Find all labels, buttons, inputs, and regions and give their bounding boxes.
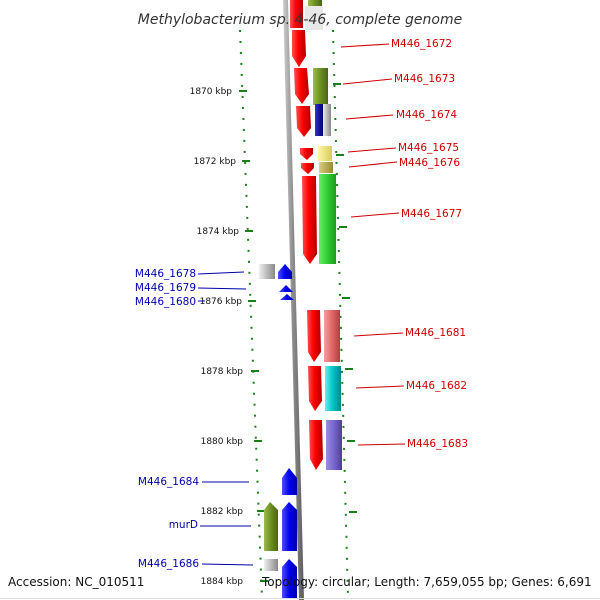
leader-line bbox=[340, 43, 390, 48]
gene-label-m446-1674[interactable]: M446_1674 bbox=[396, 109, 457, 121]
gene-label-m446-1682[interactable]: M446_1682 bbox=[406, 380, 467, 392]
forward-labels: M446_1672 M446_1673 M446_1674 M446_1675 … bbox=[391, 38, 468, 450]
leader-line bbox=[347, 147, 397, 153]
leader-line bbox=[353, 332, 404, 337]
cds-feature[interactable] bbox=[308, 366, 322, 411]
leader-line bbox=[342, 78, 393, 85]
forward-leaders bbox=[340, 43, 406, 446]
leader-line bbox=[345, 114, 394, 120]
leader-line bbox=[357, 443, 406, 446]
gene-feature-m446-1673[interactable] bbox=[313, 68, 328, 105]
scale-label: 1876 kbp bbox=[200, 297, 243, 307]
leader-line bbox=[197, 287, 247, 290]
gene-label-m446-1678[interactable]: M446_1678 bbox=[135, 268, 196, 280]
forward-cds-track bbox=[290, 0, 323, 470]
guide-track-outer-left bbox=[239, 29, 263, 599]
scale-label: 1884 kbp bbox=[201, 577, 244, 587]
gene-feature-m446-1686[interactable] bbox=[264, 559, 278, 571]
guide-tracks bbox=[239, 29, 349, 599]
gene-feature-m446-1681[interactable] bbox=[324, 310, 340, 362]
gene-label-m446-1686[interactable]: M446_1686 bbox=[138, 558, 199, 570]
accession-text: Accession: NC_010511 bbox=[8, 575, 144, 589]
gene-feature-m446-1676[interactable] bbox=[319, 162, 333, 173]
gene-feature-m446-1680[interactable] bbox=[280, 294, 294, 300]
cds-feature[interactable] bbox=[309, 420, 323, 470]
cds-feature[interactable] bbox=[294, 68, 309, 104]
gene-label-m446-1683[interactable]: M446_1683 bbox=[407, 438, 468, 450]
cds-feature[interactable] bbox=[302, 176, 317, 264]
gene-feature-top-shadow bbox=[305, 6, 323, 30]
cds-feature[interactable] bbox=[301, 163, 314, 174]
scale-ticks bbox=[239, 83, 357, 582]
gene-label-m446-1676[interactable]: M446_1676 bbox=[399, 157, 460, 169]
gene-feature-murd-cds[interactable] bbox=[282, 502, 297, 551]
gene-label-m446-1680[interactable]: M446_1680 bbox=[135, 296, 196, 308]
gene-feature-top[interactable] bbox=[308, 0, 322, 6]
cds-feature[interactable] bbox=[292, 30, 306, 67]
gene-label-m446-1675[interactable]: M446_1675 bbox=[398, 142, 459, 154]
gene-label-m446-1672[interactable]: M446_1672 bbox=[391, 38, 452, 50]
gene-feature-m446-1674b[interactable] bbox=[323, 104, 331, 136]
map-title: Methylobacterium sp. 4-46, complete geno… bbox=[138, 12, 462, 28]
genome-summary-text: Topology: circular; Length: 7,659,055 bp… bbox=[261, 575, 592, 589]
scale-label: 1880 kbp bbox=[201, 437, 244, 447]
cds-feature[interactable] bbox=[290, 0, 303, 28]
gene-feature-m446-1678[interactable] bbox=[259, 264, 275, 279]
gene-feature-murd[interactable] bbox=[264, 502, 278, 551]
scale-labels: 1870 kbp 1872 kbp 1874 kbp 1876 kbp 1878… bbox=[190, 87, 244, 587]
cds-feature[interactable] bbox=[300, 148, 313, 160]
reverse-labels: M446_1678 M446_1679 M446_1680 M446_1684 … bbox=[135, 268, 199, 570]
gene-feature-m446-1683[interactable] bbox=[326, 420, 342, 470]
scale-label: 1874 kbp bbox=[197, 227, 240, 237]
guide-track-outer-right bbox=[332, 29, 349, 599]
gene-label-m446-1679[interactable]: M446_1679 bbox=[135, 282, 196, 294]
cds-feature[interactable] bbox=[296, 106, 311, 137]
gene-feature-m446-1678-cds[interactable] bbox=[278, 264, 292, 279]
gene-feature-m446-1677[interactable] bbox=[319, 174, 336, 264]
reverse-gene-track bbox=[259, 264, 297, 598]
leader-line bbox=[201, 563, 254, 566]
gene-label-murd[interactable]: murD bbox=[169, 519, 198, 531]
gene-label-m446-1673[interactable]: M446_1673 bbox=[394, 73, 455, 85]
gene-label-m446-1677[interactable]: M446_1677 bbox=[401, 208, 462, 220]
leader-line bbox=[197, 271, 245, 275]
reverse-leaders bbox=[197, 271, 254, 566]
gene-feature-m446-1675[interactable] bbox=[318, 146, 332, 161]
leader-line bbox=[355, 385, 405, 389]
gene-feature-m446-1679[interactable] bbox=[279, 285, 293, 292]
gene-feature-m446-1684[interactable] bbox=[282, 468, 297, 495]
gene-feature-m446-1682[interactable] bbox=[325, 366, 341, 411]
scale-label: 1870 kbp bbox=[190, 87, 233, 97]
gene-feature-m446-1674[interactable] bbox=[315, 104, 323, 136]
cds-feature[interactable] bbox=[307, 310, 321, 362]
leader-line bbox=[348, 161, 398, 168]
gene-label-m446-1684[interactable]: M446_1684 bbox=[138, 476, 199, 488]
scale-label: 1872 kbp bbox=[194, 157, 237, 167]
scale-label: 1882 kbp bbox=[201, 507, 244, 517]
gene-feature-m446-1686-cds[interactable] bbox=[282, 559, 297, 598]
forward-gene-track bbox=[305, 0, 342, 470]
scale-label: 1878 kbp bbox=[201, 367, 244, 377]
gene-label-m446-1681[interactable]: M446_1681 bbox=[405, 327, 466, 339]
leader-line bbox=[350, 212, 400, 218]
